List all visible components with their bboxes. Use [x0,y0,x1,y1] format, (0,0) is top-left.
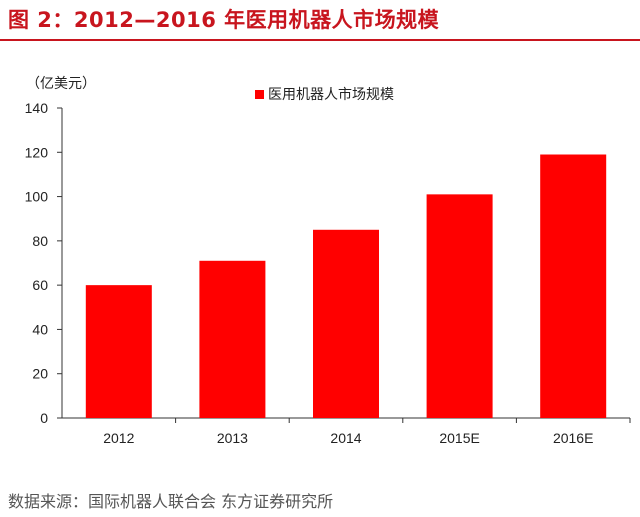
y-axis-unit: （亿美元） [26,76,96,92]
figure-title: 图 2：2012—2016 年医用机器人市场规模 [8,8,440,32]
x-tick-label: 2016E [553,430,593,446]
bar-2014 [313,229,379,418]
y-tick-label: 140 [25,100,49,116]
y-tick-label: 20 [32,366,48,382]
y-tick-label: 60 [32,277,48,293]
x-tick-label: 2014 [330,430,361,446]
bar-2015E [426,194,493,418]
bar-2012 [85,285,152,418]
bar-2016E [540,154,607,418]
bar-chart: 0 20 40 60 80 100 120 140 2012 2013 2014 2015E 2016E [25,100,631,446]
legend: 医用机器人市场规模 [255,84,394,104]
bar-2013 [199,260,266,418]
x-tick-label: 2012 [103,430,134,446]
y-tick-label: 80 [32,233,48,249]
legend-swatch [255,89,264,99]
y-tick-label: 0 [40,410,48,426]
y-tick-label: 100 [25,189,49,205]
legend-label: 医用机器人市场规模 [268,87,394,103]
x-tick-label: 2015E [439,430,479,446]
y-tick-label: 120 [25,144,49,160]
x-tick-label: 2013 [217,430,248,446]
source-note: 数据来源：国际机器人联合会 东方证券研究所 [8,492,334,511]
y-tick-label: 40 [32,321,48,337]
title-rule [0,39,640,41]
